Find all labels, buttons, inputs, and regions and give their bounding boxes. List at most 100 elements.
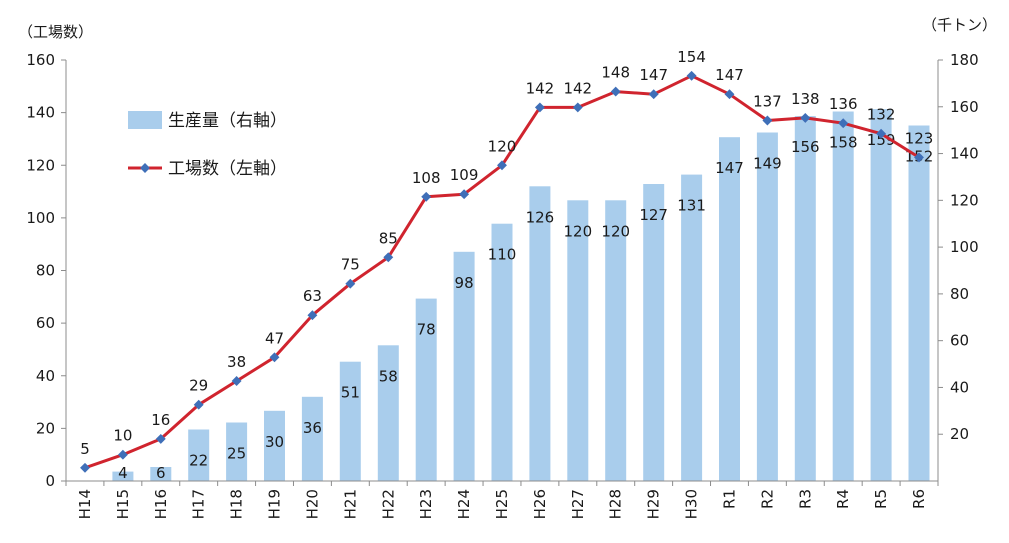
bar-value-label: 127 — [639, 206, 668, 224]
line-point-R6 — [914, 152, 924, 163]
line-value-label: 137 — [753, 93, 782, 111]
legend: 生産量（右軸） 工場数（左軸） — [128, 111, 287, 179]
line-value-label: 16 — [151, 411, 170, 429]
bar-H24 — [453, 251, 475, 481]
x-tick-label: H15 — [114, 489, 132, 519]
line-point-H25 — [497, 160, 507, 171]
line-value-label: 85 — [379, 229, 398, 247]
line-point-H16 — [155, 433, 166, 444]
line-point-H14 — [80, 462, 90, 473]
right-tick-label: 100 — [950, 238, 979, 256]
x-tick-label: H16 — [152, 489, 170, 519]
bar-value-label: 36 — [303, 419, 322, 437]
bar-value-label: 110 — [488, 246, 517, 264]
bar-value-label: 51 — [341, 384, 360, 402]
x-tick-label: H18 — [228, 489, 246, 519]
bar-value-label: 120 — [564, 222, 593, 240]
bar-series — [112, 109, 930, 482]
line-point-R3 — [800, 112, 811, 123]
line-point-H18 — [231, 376, 242, 386]
x-tick-label: H14 — [76, 489, 94, 519]
bar-value-label: 158 — [829, 134, 858, 152]
left-tick-label: 20 — [36, 419, 55, 437]
bar-H18 — [226, 422, 248, 481]
line-point-H20 — [307, 310, 318, 321]
bar-R4 — [832, 111, 854, 481]
line-point-H24 — [459, 189, 470, 200]
x-tick-label: R3 — [796, 489, 814, 509]
line-point-H29 — [648, 89, 659, 100]
line-value-label: 142 — [563, 79, 592, 97]
right-tick-label: 40 — [950, 378, 969, 396]
left-tick-label: 40 — [36, 367, 55, 385]
bar-value-label: 30 — [265, 433, 284, 451]
right-tick-label: 80 — [950, 285, 969, 303]
right-tick-label: 160 — [950, 98, 979, 116]
line-value-label: 142 — [526, 79, 555, 97]
line-point-R1 — [724, 89, 735, 100]
bar-value-label: 149 — [753, 155, 782, 173]
line-value-label: 5 — [80, 440, 90, 458]
line-series — [80, 70, 924, 473]
bar-H16 — [150, 467, 172, 481]
bar-R3 — [794, 116, 816, 481]
left-tick-label: 0 — [45, 472, 55, 490]
x-tick-label: H30 — [683, 489, 701, 519]
x-tick-label: R6 — [910, 489, 928, 509]
right-tick-label: 140 — [950, 145, 979, 163]
x-tick-label: R1 — [720, 489, 738, 509]
x-tick-label: H22 — [379, 489, 397, 519]
line-point-R4 — [838, 118, 849, 129]
bar-H23 — [415, 298, 437, 481]
x-tick-label: H17 — [190, 489, 208, 519]
x-tick-label: R2 — [758, 489, 776, 509]
bar-H26 — [529, 186, 551, 482]
line-data-labels: 5 10 16 29 38 47 63 75 85 108 109 120 142 142 148 147 15… — [80, 48, 933, 458]
bar-H19 — [264, 410, 285, 481]
bar-value-label: 58 — [379, 367, 398, 385]
bar-value-label: 98 — [455, 274, 474, 292]
left-tick-label: 100 — [26, 209, 55, 227]
bar-value-label: 22 — [189, 452, 208, 470]
left-tick-label: 140 — [26, 104, 55, 122]
x-tick-label: H24 — [455, 489, 473, 519]
x-tick-label: H28 — [607, 489, 625, 519]
line-value-label: 136 — [829, 95, 858, 113]
bar-value-label: 78 — [417, 321, 436, 339]
line-point-H30 — [686, 70, 697, 81]
x-tick-label: R4 — [834, 489, 852, 509]
line-value-label: 10 — [113, 427, 132, 445]
line-point-H28 — [610, 86, 621, 97]
line-point-R2 — [762, 115, 773, 126]
right-tick-label: 120 — [950, 191, 979, 209]
x-tick-label: H21 — [341, 489, 359, 519]
line-point-R5 — [876, 128, 887, 139]
line-value-label: 63 — [303, 287, 322, 305]
bar-value-label: 131 — [677, 197, 706, 215]
bar-H30 — [681, 174, 703, 481]
bar-H15 — [112, 471, 134, 481]
line-value-label: 120 — [488, 137, 517, 155]
bar-data-labels: 4 6 22 25 30 36 51 58 78 98 110 126 120 120 127 131 147 1… — [118, 131, 933, 482]
bar-value-label: 4 — [118, 464, 128, 482]
line-point-H19 — [269, 352, 280, 363]
bar-H20 — [301, 396, 323, 481]
legend-label-factories: 工場数（左軸） — [168, 159, 287, 179]
bar-H27 — [567, 200, 589, 482]
line-point-H26 — [534, 102, 545, 113]
line-value-label: 47 — [265, 329, 284, 347]
left-tick-label: 120 — [26, 156, 55, 174]
bar-value-label: 147 — [715, 159, 744, 177]
line-value-label: 38 — [227, 353, 246, 371]
bar-H29 — [643, 184, 665, 481]
x-tick-label: H26 — [531, 489, 549, 519]
line-point-H27 — [572, 102, 583, 113]
legend-bar-swatch — [128, 111, 162, 129]
bar-H22 — [377, 345, 399, 481]
line-value-label: 132 — [867, 106, 896, 124]
line-value-label: 108 — [412, 169, 441, 187]
line-value-label: 147 — [639, 66, 668, 84]
bar-H17 — [188, 429, 210, 481]
axes: 0 20 40 60 80 100 120 140 160 20 40 60 80 100 120 140 16… — [26, 51, 978, 519]
